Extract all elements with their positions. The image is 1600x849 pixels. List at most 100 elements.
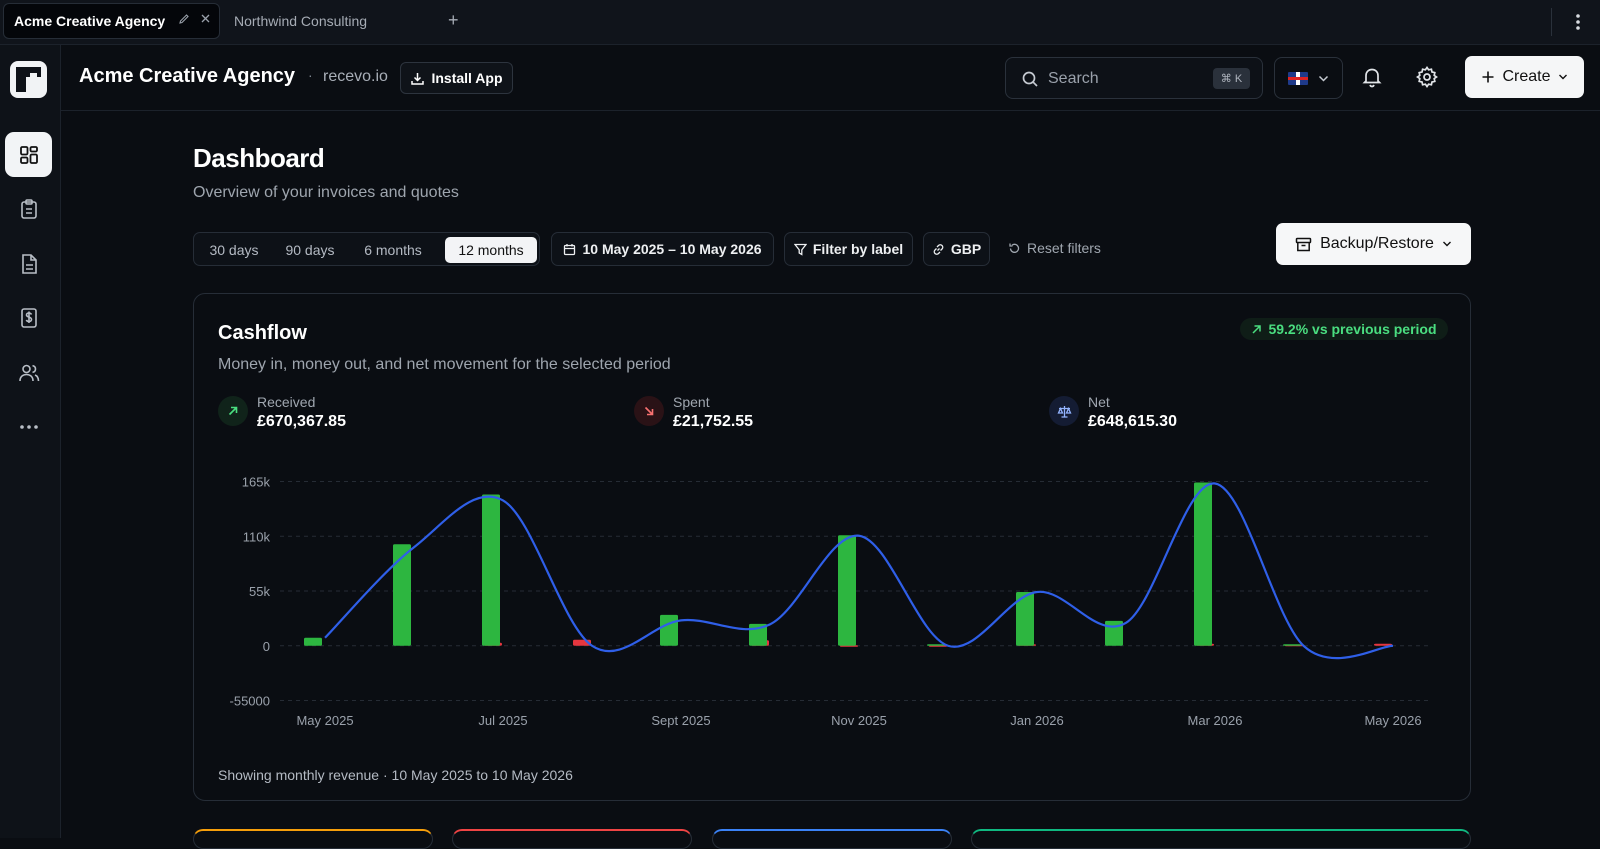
filter-by-label-button[interactable]: Filter by label (784, 232, 913, 266)
stat-received-value: £670,367.85 (257, 413, 346, 430)
page-subtitle: Overview of your invoices and quotes (193, 184, 459, 201)
trend-badge: 59.2% vs previous period (1240, 318, 1448, 340)
chevron-down-icon (1318, 75, 1329, 82)
date-range-button[interactable]: 10 May 2025 – 10 May 2026 (551, 232, 774, 266)
org-domain: recevo.io (323, 68, 388, 85)
tab-bar: Acme Creative Agency Northwind Consultin… (0, 0, 1600, 45)
download-icon (411, 72, 425, 85)
top-bar: Acme Creative Agency · recevo.io Install… (61, 45, 1600, 111)
x-tick-label: May 2026 (1364, 713, 1421, 728)
users-icon (18, 364, 39, 381)
uk-flag-icon (1288, 72, 1308, 85)
search-shortcut: ⌘ K (1213, 68, 1250, 89)
summary-card (193, 829, 433, 849)
backup-restore-button[interactable]: Backup/Restore (1276, 223, 1471, 265)
y-tick-label: 165k (242, 475, 271, 490)
bar-received (1016, 591, 1034, 646)
x-tick-label: May 2025 (296, 713, 353, 728)
cashflow-title: Cashflow (218, 322, 307, 344)
tab-label: Northwind Consulting (234, 13, 368, 29)
scale-icon (1049, 396, 1079, 426)
dashboard-icon (19, 145, 38, 164)
create-button[interactable]: Create (1465, 56, 1584, 98)
range-option-30-days[interactable]: 30 days (209, 242, 259, 258)
sidebar-item-invoices[interactable] (5, 241, 52, 286)
currency-button[interactable]: GBP (923, 232, 990, 266)
reset-icon (1009, 243, 1020, 253)
sidebar-item-more[interactable] (5, 404, 52, 449)
sidebar-item-payments[interactable] (5, 295, 52, 340)
y-tick-label: -55000 (230, 694, 270, 709)
range-option-6-months[interactable]: 6 months (364, 242, 422, 258)
reset-filters-label: Reset filters (1027, 240, 1101, 256)
range-selector: 30 days 90 days 6 months 12 months (193, 232, 540, 266)
install-app-label: Install App (431, 70, 503, 86)
bar-received (1194, 482, 1212, 646)
calendar-icon (564, 243, 576, 255)
summary-card (712, 829, 952, 849)
dollar-icon (20, 307, 37, 328)
filter-by-label-text: Filter by label (812, 241, 904, 257)
tab-acme[interactable]: Acme Creative Agency (3, 3, 220, 39)
close-icon[interactable] (200, 13, 211, 24)
cashflow-subtitle: Money in, money out, and net movement fo… (218, 356, 671, 373)
tab-divider (1551, 8, 1552, 36)
x-tick-label: Jul 2025 (478, 713, 527, 728)
bell-icon[interactable] (1360, 65, 1384, 89)
x-tick-label: Mar 2026 (1188, 713, 1243, 728)
y-tick-label: 110k (243, 529, 271, 544)
bar-received (393, 544, 411, 646)
create-label: Create (1502, 68, 1551, 85)
reset-filters-button[interactable]: Reset filters (1008, 240, 1101, 256)
arrow-down-right-icon (634, 396, 664, 426)
arrow-up-right-icon (218, 396, 248, 426)
range-option-90-days[interactable]: 90 days (285, 242, 335, 258)
bar-received (838, 535, 856, 646)
more-vertical-icon[interactable] (1568, 8, 1588, 36)
separator: · (308, 67, 313, 83)
chevron-down-icon (1558, 74, 1567, 80)
tab-northwind[interactable]: Northwind Consulting (234, 3, 367, 39)
stat-received-label: Received (257, 394, 316, 410)
sidebar (0, 45, 61, 838)
bar-received (1283, 644, 1301, 646)
org-name: Acme Creative Agency (79, 65, 296, 87)
search-input[interactable]: Search ⌘ K (1005, 57, 1263, 99)
search-placeholder: Search (1048, 70, 1099, 87)
arrow-up-right-icon (1252, 324, 1262, 334)
stat-spent-value: £21,752.55 (673, 413, 754, 430)
bar-received (304, 637, 322, 646)
add-tab-icon[interactable]: + (448, 10, 459, 30)
stat-net-value: £648,615.30 (1088, 413, 1177, 430)
currency-label: GBP (950, 241, 982, 257)
x-tick-label: Jan 2026 (1010, 713, 1064, 728)
tab-label: Acme Creative Agency (14, 13, 166, 29)
gear-icon[interactable] (1415, 65, 1439, 89)
x-tick-label: Sept 2025 (651, 713, 710, 728)
page-title: Dashboard (193, 143, 325, 173)
cashflow-card: Cashflow Money in, money out, and net mo… (193, 293, 1471, 801)
link-icon (933, 243, 944, 255)
plus-icon (1482, 71, 1494, 83)
filter-icon (793, 243, 807, 256)
bar-spent (1374, 643, 1392, 646)
y-tick-label: 55k (249, 584, 270, 599)
archive-icon (1295, 237, 1312, 251)
stat-net-label: Net (1088, 394, 1110, 410)
edit-icon[interactable] (178, 13, 190, 25)
language-selector[interactable] (1274, 57, 1343, 99)
bar-received (660, 614, 678, 646)
chevron-down-icon (1442, 241, 1451, 247)
cashflow-chart: 165k 110k 55k 0 -55000 May 2025 Jul 2025 Sept 2… (230, 475, 1432, 728)
range-option-12-months[interactable]: 12 months (445, 237, 537, 263)
y-tick-label: 0 (263, 639, 270, 654)
sidebar-item-dashboard[interactable] (5, 132, 52, 177)
trend-text: 59.2% vs previous period (1268, 321, 1437, 337)
sidebar-item-clients[interactable] (5, 350, 52, 395)
install-app-button[interactable]: Install App (400, 62, 513, 94)
stat-spent-label: Spent (673, 394, 710, 410)
app-logo[interactable] (10, 61, 47, 98)
clipboard-icon (20, 198, 37, 219)
search-icon (1022, 71, 1038, 87)
sidebar-item-quotes[interactable] (5, 186, 52, 231)
